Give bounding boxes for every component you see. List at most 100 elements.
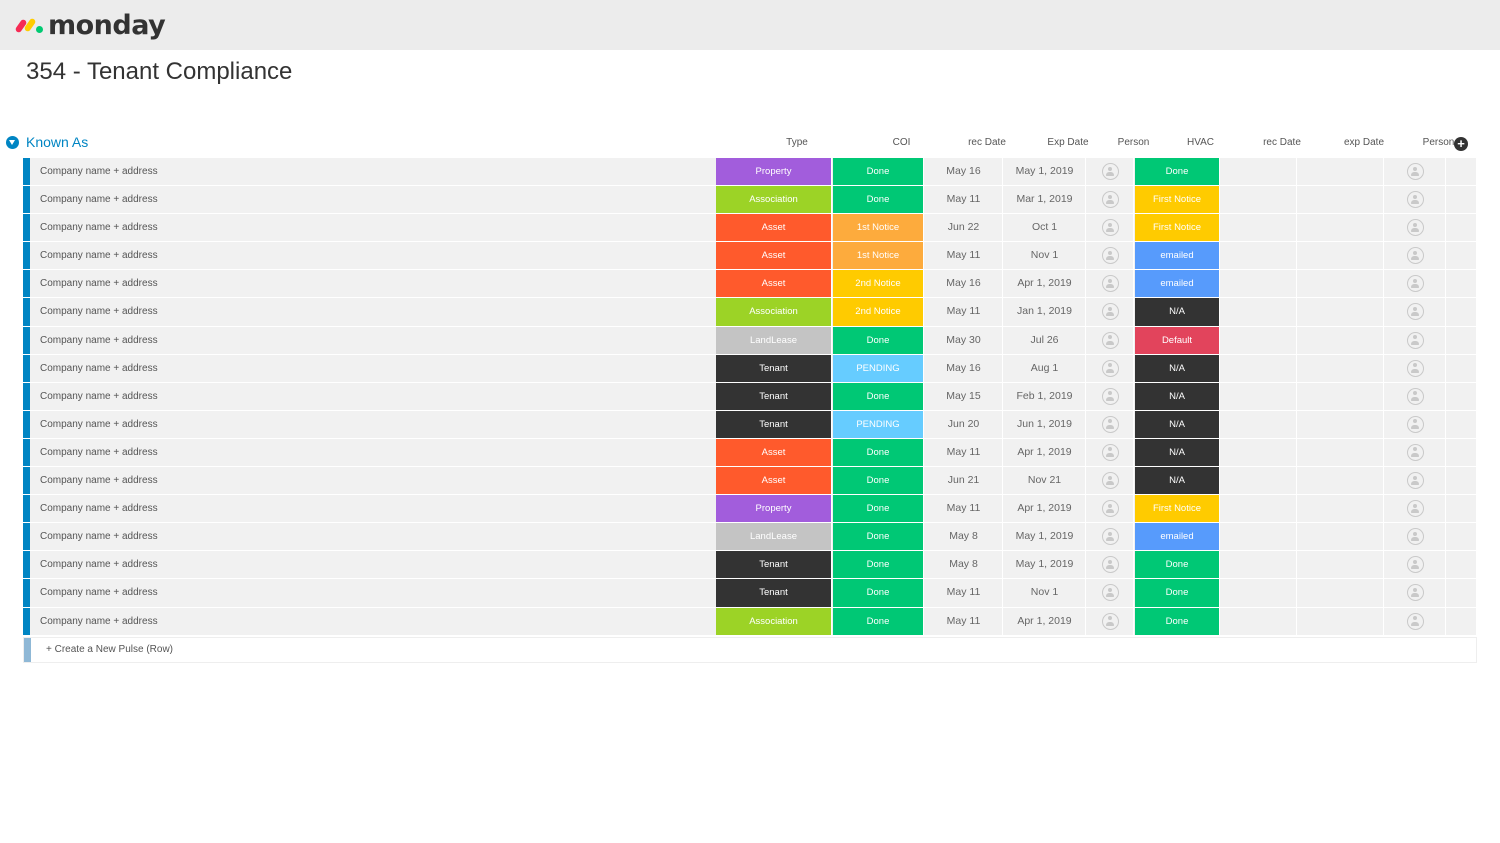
hvac-status-cell[interactable]: Default <box>1135 326 1220 354</box>
exp-date-2-cell[interactable] <box>1298 298 1384 326</box>
table-row[interactable]: Company name + address Property Done May 16… <box>23 158 1477 187</box>
exp-date-2-cell[interactable] <box>1298 467 1384 495</box>
coi-status-cell[interactable]: Done <box>833 326 924 354</box>
exp-date-cell[interactable]: May 1, 2019 <box>1004 551 1086 579</box>
table-row[interactable]: Company name + address LandLease Done May 8… <box>23 523 1477 552</box>
rec-date-cell[interactable]: May 16 <box>925 158 1003 186</box>
exp-date-2-cell[interactable] <box>1298 438 1384 467</box>
row-name[interactable]: Company name + address <box>40 559 158 571</box>
rec-date-cell[interactable]: May 8 <box>925 523 1003 551</box>
column-header-rec-date[interactable]: rec Date <box>968 137 1006 148</box>
table-row[interactable]: Company name + address Asset Done Jun 21 Nov… <box>23 467 1477 496</box>
coi-status-cell[interactable]: Done <box>833 186 924 214</box>
coi-status-cell[interactable]: Done <box>833 551 924 579</box>
type-status-cell[interactable]: Asset <box>716 214 832 242</box>
coi-status-cell[interactable]: 2nd Notice <box>833 298 924 326</box>
rec-date-2-cell[interactable] <box>1221 298 1297 326</box>
exp-date-cell[interactable]: May 1, 2019 <box>1004 158 1086 186</box>
person-cell[interactable] <box>1087 270 1134 298</box>
type-status-cell[interactable]: Asset <box>716 270 832 298</box>
rec-date-2-cell[interactable] <box>1221 523 1297 551</box>
person-cell[interactable] <box>1087 186 1134 214</box>
person-2-cell[interactable] <box>1385 467 1446 495</box>
hvac-status-cell[interactable]: N/A <box>1135 354 1220 382</box>
table-row[interactable]: Company name + address Asset 2nd Notice May… <box>23 270 1477 299</box>
rec-date-2-cell[interactable] <box>1221 382 1297 410</box>
hvac-status-cell[interactable]: N/A <box>1135 467 1220 495</box>
rec-date-cell[interactable]: Jun 20 <box>925 410 1003 438</box>
person-cell[interactable] <box>1087 579 1134 607</box>
rec-date-2-cell[interactable] <box>1221 186 1297 214</box>
exp-date-2-cell[interactable] <box>1298 495 1384 523</box>
table-row[interactable]: Company name + address Tenant Done May 11 No… <box>23 579 1477 608</box>
exp-date-2-cell[interactable] <box>1298 410 1384 438</box>
exp-date-cell[interactable]: Aug 1 <box>1004 354 1086 382</box>
person-cell[interactable] <box>1087 382 1134 410</box>
rec-date-2-cell[interactable] <box>1221 354 1297 382</box>
rec-date-cell[interactable]: Jun 21 <box>925 467 1003 495</box>
coi-status-cell[interactable]: Done <box>833 158 924 186</box>
exp-date-cell[interactable]: May 1, 2019 <box>1004 523 1086 551</box>
rec-date-2-cell[interactable] <box>1221 326 1297 354</box>
coi-status-cell[interactable]: Done <box>833 382 924 410</box>
rec-date-2-cell[interactable] <box>1221 214 1297 242</box>
person-2-cell[interactable] <box>1385 326 1446 354</box>
coi-status-cell[interactable]: Done <box>833 607 924 635</box>
column-header-type[interactable]: Type <box>786 137 808 148</box>
person-2-cell[interactable] <box>1385 438 1446 467</box>
type-status-cell[interactable]: Association <box>716 607 832 635</box>
column-header-coi[interactable]: COI <box>892 137 911 148</box>
row-name[interactable]: Company name + address <box>40 362 158 374</box>
rec-date-2-cell[interactable] <box>1221 495 1297 523</box>
table-row[interactable]: Company name + address Property Done May 11… <box>23 495 1477 524</box>
exp-date-cell[interactable]: Jun 1, 2019 <box>1004 410 1086 438</box>
row-name[interactable]: Company name + address <box>40 615 158 627</box>
group-collapse-icon[interactable] <box>6 136 19 149</box>
row-name[interactable]: Company name + address <box>40 194 158 206</box>
person-2-cell[interactable] <box>1385 523 1446 551</box>
person-cell[interactable] <box>1087 410 1134 438</box>
add-column-icon[interactable]: + <box>1454 137 1468 151</box>
person-2-cell[interactable] <box>1385 186 1446 214</box>
type-status-cell[interactable]: Tenant <box>716 579 832 607</box>
person-2-cell[interactable] <box>1385 270 1446 298</box>
table-row[interactable]: Company name + address Association Done May… <box>23 186 1477 215</box>
create-pulse-row[interactable]: + Create a New Pulse (Row) <box>23 637 1477 663</box>
row-name[interactable]: Company name + address <box>40 166 158 177</box>
row-name[interactable]: Company name + address <box>40 250 158 262</box>
coi-status-cell[interactable]: Done <box>833 438 924 467</box>
table-row[interactable]: Company name + address Tenant Done May 15 Fe… <box>23 382 1477 411</box>
hvac-status-cell[interactable]: N/A <box>1135 382 1220 410</box>
person-cell[interactable] <box>1087 551 1134 579</box>
exp-date-2-cell[interactable] <box>1298 242 1384 270</box>
person-cell[interactable] <box>1087 438 1134 467</box>
hvac-status-cell[interactable]: First Notice <box>1135 214 1220 242</box>
hvac-status-cell[interactable]: Done <box>1135 607 1220 635</box>
rec-date-cell[interactable]: May 11 <box>925 579 1003 607</box>
coi-status-cell[interactable]: Done <box>833 523 924 551</box>
table-row[interactable]: Company name + address Tenant PENDING May 1… <box>23 354 1477 383</box>
person-cell[interactable] <box>1087 607 1134 635</box>
person-2-cell[interactable] <box>1385 495 1446 523</box>
monday-logo[interactable]: monday <box>14 8 166 42</box>
exp-date-cell[interactable]: Feb 1, 2019 <box>1004 382 1086 410</box>
row-name[interactable]: Company name + address <box>40 418 158 430</box>
hvac-status-cell[interactable]: Done <box>1135 158 1220 186</box>
row-name[interactable]: Company name + address <box>40 306 158 318</box>
column-header-person-2[interactable]: Person <box>1422 137 1455 148</box>
person-cell[interactable] <box>1087 523 1134 551</box>
rec-date-2-cell[interactable] <box>1221 467 1297 495</box>
rec-date-cell[interactable]: May 30 <box>925 326 1003 354</box>
type-status-cell[interactable]: LandLease <box>716 326 832 354</box>
rec-date-2-cell[interactable] <box>1221 242 1297 270</box>
exp-date-2-cell[interactable] <box>1298 382 1384 410</box>
group-title[interactable]: Known As <box>26 134 89 150</box>
person-cell[interactable] <box>1087 467 1134 495</box>
person-2-cell[interactable] <box>1385 214 1446 242</box>
rec-date-2-cell[interactable] <box>1221 270 1297 298</box>
coi-status-cell[interactable]: Done <box>833 467 924 495</box>
rec-date-2-cell[interactable] <box>1221 158 1297 186</box>
rec-date-cell[interactable]: May 11 <box>925 186 1003 214</box>
table-row[interactable]: Company name + address Asset 1st Notice May… <box>23 242 1477 271</box>
exp-date-2-cell[interactable] <box>1298 186 1384 214</box>
